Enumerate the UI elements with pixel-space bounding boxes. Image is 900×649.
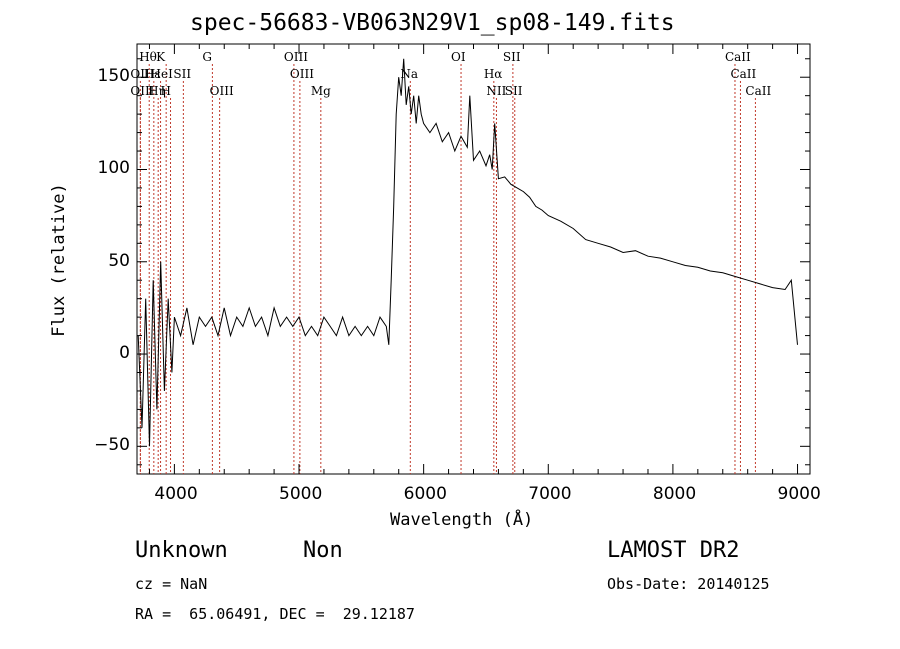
- line-label: SII: [504, 84, 523, 98]
- x-tick-label: 7000: [528, 484, 572, 504]
- axis-ticks: [137, 44, 810, 474]
- x-tick-label: 5000: [279, 484, 323, 504]
- plot-frame: [136, 43, 811, 475]
- survey-label: LAMOST DR2: [607, 538, 740, 563]
- line-label: Hε: [143, 67, 161, 81]
- x-tick-label: 6000: [403, 484, 447, 504]
- line-label: G: [202, 50, 212, 64]
- y-tick-label: −50: [94, 435, 130, 456]
- y-tick-label: 150: [97, 66, 130, 87]
- line-label: NII: [486, 84, 507, 98]
- y-tick-label: 100: [97, 158, 130, 179]
- line-label: CaII: [730, 67, 757, 81]
- line-label: Hθ: [139, 50, 157, 64]
- obs-date: Obs-Date: 20140125: [607, 575, 770, 593]
- line-label: SII: [173, 67, 192, 81]
- line-label: CaII: [745, 84, 772, 98]
- y-tick-label: 0: [119, 343, 130, 364]
- line-label: OII: [130, 67, 150, 81]
- line-label: Hη: [148, 84, 166, 98]
- line-label: HeI: [150, 67, 173, 81]
- spectrum-line: [137, 58, 798, 447]
- y-axis-label: Flux (relative): [48, 183, 69, 337]
- cz-value: cz = NaN: [135, 575, 208, 593]
- line-label: H: [160, 84, 171, 98]
- line-label: SII: [502, 50, 521, 64]
- class-label: Unknown: [135, 538, 228, 563]
- line-label: Na: [400, 67, 418, 81]
- line-label: OIII: [130, 84, 155, 98]
- x-tick-label: 8000: [652, 484, 697, 504]
- line-label: Hα: [483, 67, 503, 81]
- line-label: OIII: [209, 84, 234, 98]
- chart-title: spec-56683-VB063N29V1_sp08-149.fits: [190, 10, 675, 36]
- line-label: K: [156, 50, 166, 64]
- line-label: OIII: [283, 50, 308, 64]
- line-label: OIII: [289, 67, 314, 81]
- y-tick-label: 50: [108, 250, 130, 271]
- ra-dec: RA = 65.06491, DEC = 29.12187: [135, 605, 415, 623]
- line-label: OI: [451, 50, 466, 64]
- line-label: CaII: [724, 50, 751, 64]
- x-axis-label: Wavelength (Å): [390, 510, 534, 530]
- spectral-line-markers: [139, 64, 756, 474]
- subclass-label: Non: [303, 538, 343, 563]
- x-tick-label: 9000: [777, 484, 821, 504]
- line-label: Mg: [310, 84, 331, 98]
- x-tick-label: 4000: [154, 484, 198, 504]
